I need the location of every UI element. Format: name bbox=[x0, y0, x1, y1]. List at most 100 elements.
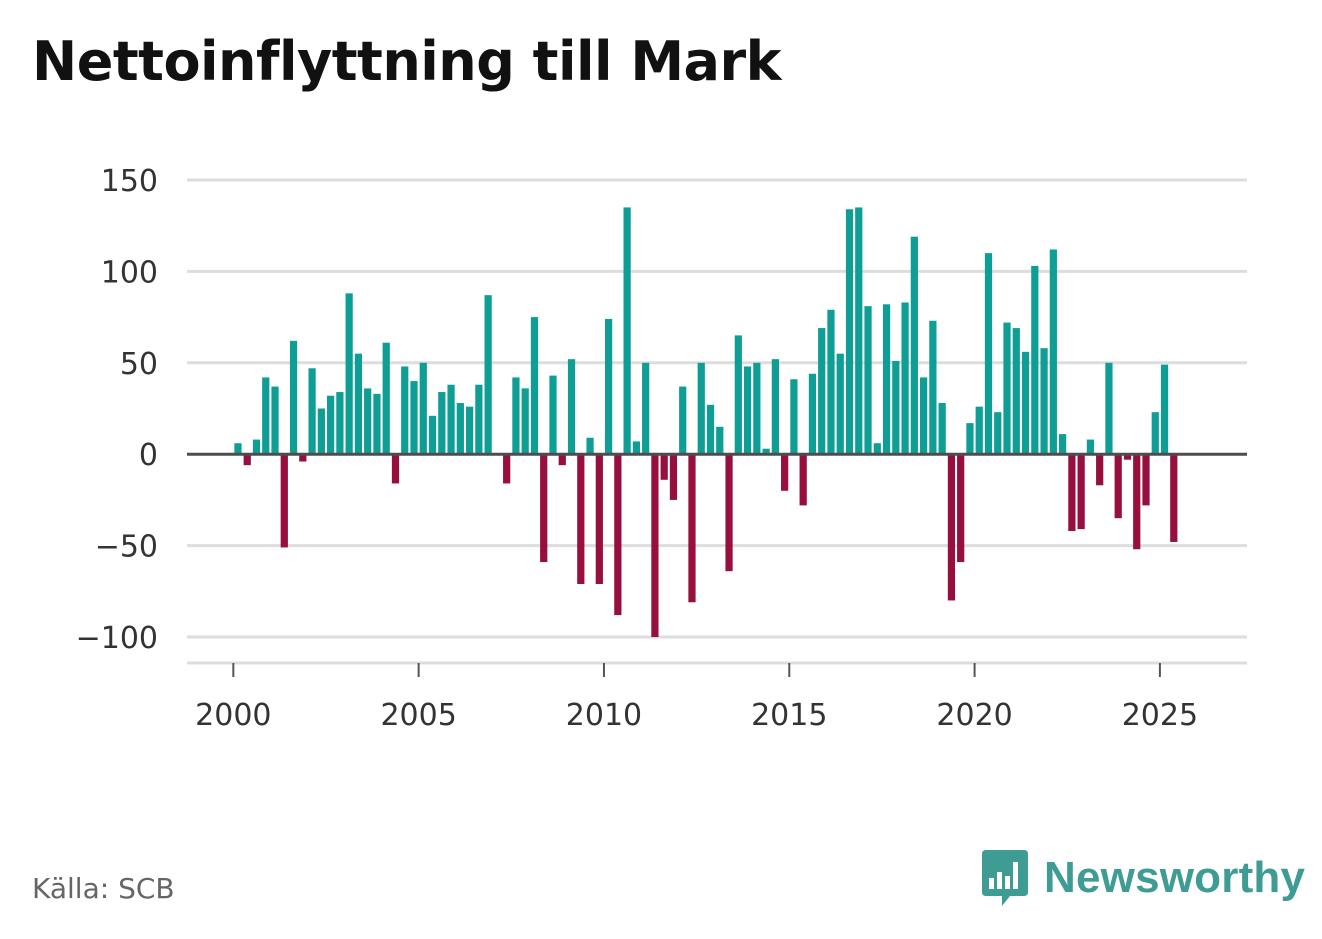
bar bbox=[679, 386, 687, 455]
x-axis: 2000 2005 2010 2015 2020 2025 bbox=[187, 661, 1247, 733]
bar bbox=[262, 377, 270, 455]
x-tick-label: 2025 bbox=[1122, 698, 1198, 733]
bar bbox=[975, 406, 983, 455]
bar bbox=[1012, 328, 1020, 455]
bar bbox=[1003, 322, 1011, 455]
y-tick-label: −50 bbox=[95, 530, 158, 565]
bar bbox=[1160, 364, 1169, 455]
bar bbox=[558, 454, 566, 466]
bar bbox=[308, 368, 316, 455]
bar bbox=[345, 293, 353, 455]
bar bbox=[1040, 348, 1048, 455]
bar bbox=[1133, 454, 1141, 550]
bar bbox=[688, 454, 696, 603]
bar bbox=[966, 423, 974, 455]
bar bbox=[808, 373, 817, 455]
bar bbox=[1068, 454, 1076, 531]
bar bbox=[530, 317, 539, 455]
x-tick-label: 2005 bbox=[380, 698, 456, 733]
newsworthy-logo-icon bbox=[982, 850, 1028, 906]
bar bbox=[892, 360, 900, 455]
x-tick-label: 2015 bbox=[751, 698, 827, 733]
y-tick-label: 150 bbox=[101, 164, 158, 199]
bar bbox=[651, 454, 659, 637]
bar bbox=[864, 306, 872, 455]
bar bbox=[716, 426, 724, 455]
bar bbox=[762, 448, 770, 455]
bar bbox=[327, 395, 335, 455]
bar bbox=[1021, 351, 1030, 455]
bar bbox=[1123, 454, 1132, 460]
bar bbox=[280, 454, 288, 548]
bar bbox=[401, 366, 409, 455]
bar bbox=[920, 377, 928, 455]
bar bbox=[753, 362, 761, 455]
bar bbox=[660, 454, 668, 480]
bar bbox=[465, 406, 474, 455]
bar bbox=[938, 403, 946, 455]
bar bbox=[456, 403, 464, 455]
grid-lines bbox=[187, 178, 1247, 639]
bar bbox=[855, 207, 863, 455]
bar bbox=[771, 359, 779, 455]
bar bbox=[391, 454, 400, 484]
bar bbox=[299, 454, 307, 462]
bar bbox=[382, 342, 390, 455]
bar bbox=[1086, 439, 1095, 455]
bar bbox=[373, 393, 381, 455]
bar bbox=[271, 386, 279, 455]
bar bbox=[604, 318, 613, 455]
bar bbox=[669, 454, 678, 500]
y-tick-label: 0 bbox=[139, 438, 158, 473]
bar bbox=[577, 454, 585, 584]
bar bbox=[586, 437, 594, 455]
bar bbox=[447, 384, 455, 455]
bar bbox=[336, 392, 344, 455]
bar bbox=[882, 304, 891, 455]
bar bbox=[540, 454, 548, 563]
bar bbox=[984, 253, 993, 455]
bar bbox=[642, 362, 650, 455]
bar bbox=[901, 302, 909, 455]
bar bbox=[957, 454, 965, 563]
bar bbox=[289, 340, 298, 455]
bar bbox=[243, 454, 251, 466]
bar bbox=[725, 454, 733, 572]
bar bbox=[1096, 454, 1104, 486]
bar bbox=[827, 309, 835, 455]
bar bbox=[317, 408, 325, 455]
bars bbox=[234, 207, 1178, 637]
bar bbox=[790, 379, 798, 455]
bar bbox=[1058, 434, 1067, 455]
brand[interactable]: Newsworthy bbox=[980, 848, 1305, 908]
bar bbox=[512, 377, 520, 455]
source-label: Källa: SCB bbox=[32, 872, 175, 905]
bar bbox=[419, 362, 427, 455]
bar-chart: −100 −50 0 50 100 150 2000 2005 2010 2015 2020 202… bbox=[76, 164, 1247, 733]
bar bbox=[503, 454, 511, 484]
y-tick-label: −100 bbox=[76, 621, 158, 656]
bar bbox=[595, 454, 603, 584]
brand-name: Newsworthy bbox=[1044, 853, 1306, 902]
bar bbox=[1077, 454, 1085, 530]
y-axis-ticks: −100 −50 0 50 100 150 bbox=[76, 164, 158, 656]
bar bbox=[799, 454, 807, 506]
bar bbox=[1114, 454, 1122, 519]
bar bbox=[234, 443, 242, 455]
bar bbox=[252, 439, 261, 455]
y-tick-label: 50 bbox=[120, 347, 158, 382]
bar bbox=[484, 295, 492, 455]
bar bbox=[929, 320, 937, 455]
bar bbox=[994, 412, 1002, 455]
bar bbox=[1105, 362, 1113, 455]
bar bbox=[410, 381, 418, 455]
bar bbox=[1049, 249, 1057, 455]
y-tick-label: 100 bbox=[101, 255, 158, 290]
bar bbox=[521, 388, 529, 455]
chart-title: Nettoinflyttning till Mark bbox=[32, 30, 782, 93]
bar bbox=[697, 362, 705, 455]
bar bbox=[734, 335, 742, 455]
bar bbox=[364, 388, 372, 455]
bar bbox=[549, 375, 557, 455]
bar bbox=[743, 366, 752, 455]
